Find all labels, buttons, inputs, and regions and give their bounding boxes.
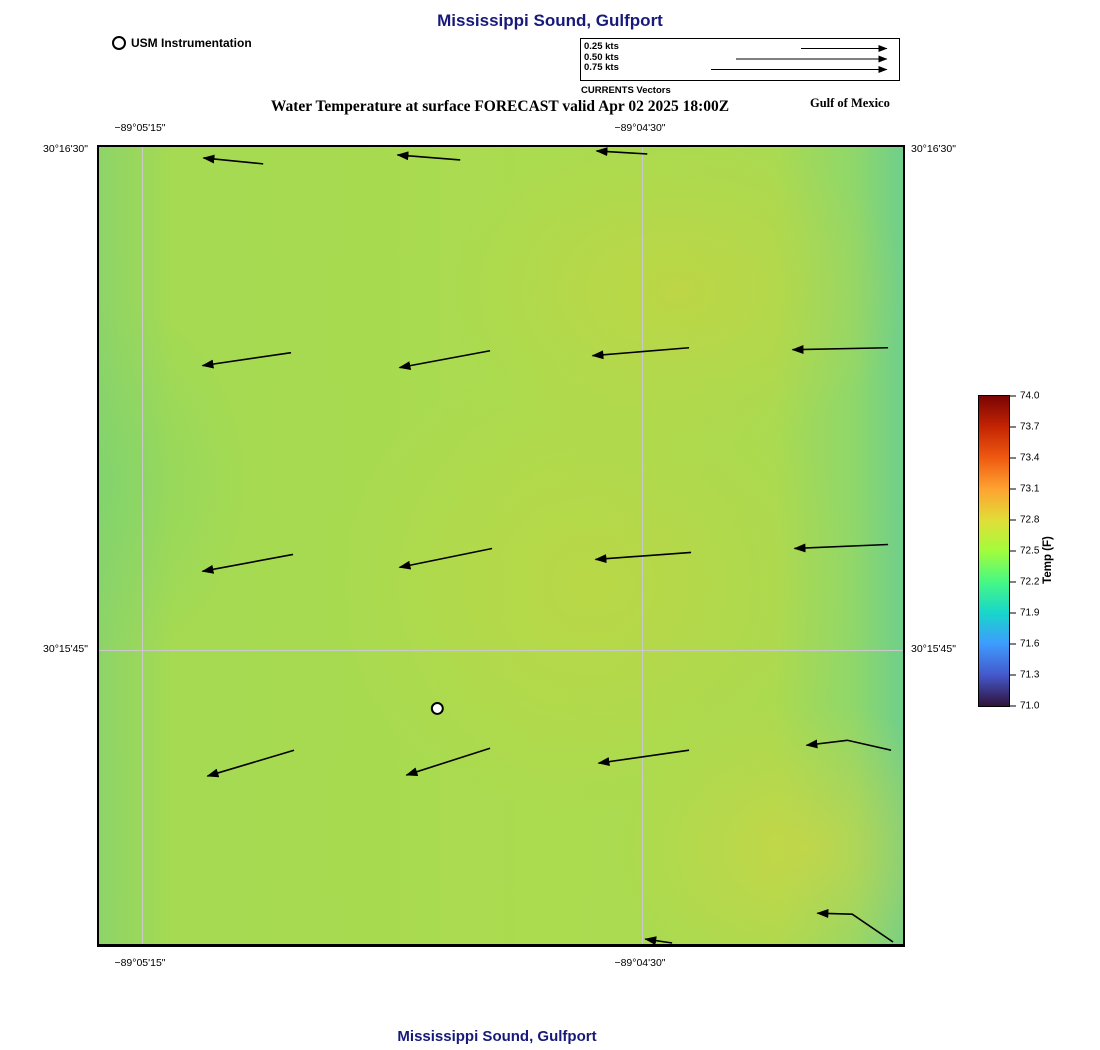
- current-arrow: [595, 147, 648, 157]
- colorbar-wrap: 74.0 73.7 73.4 73.1 72.8 72.5 72.2 71.9 71.6 71.3…: [978, 391, 1039, 712]
- vector-legend-label-025: 0.25 kts: [584, 41, 619, 52]
- forecast-subtitle: Water Temperature at surface FORECAST va…: [270, 98, 730, 115]
- current-arrow: [594, 551, 692, 564]
- colorbar-tick: 71.9: [1010, 608, 1039, 619]
- gridline-vertical-west: [142, 147, 143, 944]
- current-arrow: [591, 346, 690, 360]
- y-tick-left-middle: 30°15'45": [43, 643, 88, 655]
- colorbar-tickmark: [1010, 612, 1016, 614]
- current-arrow: [597, 749, 690, 767]
- vector-legend-label-050: 0.50 kts: [584, 51, 619, 63]
- station-legend: USM Instrumentation: [112, 36, 252, 50]
- current-arrow: [644, 936, 673, 944]
- current-arrow: [793, 543, 889, 553]
- temperature-map: [97, 145, 905, 947]
- colorbar-tickmark: [1010, 519, 1016, 521]
- y-tick-right-top: 30°16'30": [911, 143, 956, 155]
- gridline-vertical-east: [642, 147, 643, 944]
- current-arrow: [805, 739, 892, 751]
- current-arrows: [201, 147, 894, 944]
- colorbar-tickmark: [1010, 395, 1016, 397]
- legend-arrow-group: [711, 45, 888, 73]
- page-title: Mississippi Sound, Gulfport: [437, 11, 663, 30]
- colorbar: [978, 395, 1010, 707]
- x-tick-bottom-left: −89°05'15": [114, 957, 166, 969]
- colorbar-tick: 73.4: [1010, 453, 1039, 464]
- current-arrow: [201, 351, 292, 369]
- colorbar-tickmark: [1010, 643, 1016, 645]
- vector-legend-arrows: [711, 45, 888, 73]
- colorbar-label: Temp (F): [1042, 536, 1054, 584]
- colorbar-tickmark: [1010, 550, 1016, 552]
- temperature-field: [99, 147, 903, 944]
- station-marker-icon: [112, 36, 126, 50]
- currents-vectors-caption: CURRENTS Vectors: [581, 85, 671, 96]
- current-arrow: [791, 345, 889, 354]
- station-legend-label: USM Instrumentation: [131, 36, 252, 50]
- colorbar-tickmark: [1010, 457, 1016, 459]
- colorbar-tick: 72.5: [1010, 546, 1039, 557]
- colorbar-tickmark: [1010, 488, 1016, 490]
- colorbar-tick-label: 71.9: [1020, 607, 1040, 619]
- currents-vector-legend: 0.25 kts 0.50 kts 0.75 kts: [580, 38, 900, 81]
- colorbar-tick: 74.0: [1010, 391, 1039, 402]
- colorbar-tick-label: 71.3: [1020, 669, 1040, 681]
- colorbar-tick-label: 73.7: [1020, 421, 1040, 433]
- colorbar-tick: 72.8: [1010, 515, 1039, 526]
- current-arrow: [816, 909, 894, 943]
- colorbar-tick-label: 73.1: [1020, 483, 1040, 495]
- colorbar-tick-label: 73.4: [1020, 452, 1040, 464]
- x-tick-bottom-right: −89°04'30": [614, 957, 666, 969]
- colorbar-tick: 71.6: [1010, 639, 1039, 650]
- colorbar-tick-label: 72.5: [1020, 545, 1040, 557]
- footer-title: Mississippi Sound, Gulfport: [397, 1028, 597, 1045]
- current-arrow: [206, 749, 295, 778]
- usm-station-marker: [430, 702, 444, 715]
- colorbar-tick-label: 71.6: [1020, 638, 1040, 650]
- current-arrow: [398, 547, 493, 570]
- gulf-of-mexico-label: Gulf of Mexico: [810, 96, 890, 110]
- x-tick-top-right: −89°04'30": [614, 122, 666, 134]
- colorbar-tickmark: [1010, 426, 1016, 428]
- colorbar-tick: 73.1: [1010, 484, 1039, 495]
- vector-legend-labels: 0.25 kts 0.50 kts 0.75 kts: [584, 41, 619, 74]
- y-tick-left-top: 30°16'30": [43, 143, 88, 155]
- x-tick-top-left: −89°05'15": [114, 122, 166, 134]
- current-arrow: [201, 553, 294, 574]
- current-arrow: [202, 154, 264, 165]
- colorbar-tick-label: 71.0: [1020, 700, 1040, 712]
- colorbar-ticks: 74.0 73.7 73.4 73.1 72.8 72.5 72.2 71.9 71.6 71.3…: [1010, 391, 1070, 712]
- y-tick-right-middle: 30°15'45": [911, 643, 956, 655]
- colorbar-tick: 71.0: [1010, 701, 1039, 712]
- colorbar-tick-label: 72.2: [1020, 576, 1040, 588]
- current-arrow: [398, 349, 491, 371]
- vector-legend-label-075: 0.75 kts: [584, 62, 619, 73]
- colorbar-tickmark: [1010, 705, 1016, 707]
- colorbar-tick: 72.2: [1010, 577, 1039, 588]
- colorbar-tick: 71.3: [1010, 670, 1039, 681]
- colorbar-tick: 73.7: [1010, 422, 1039, 433]
- colorbar-tickmark: [1010, 581, 1016, 583]
- colorbar-tick-label: 74.0: [1020, 390, 1040, 402]
- colorbar-tickmark: [1010, 674, 1016, 676]
- colorbar-tick-label: 72.8: [1020, 514, 1040, 526]
- current-arrow: [396, 151, 461, 161]
- vector-field: [201, 147, 894, 944]
- gridline-horizontal: [99, 650, 903, 651]
- current-arrow: [405, 747, 491, 776]
